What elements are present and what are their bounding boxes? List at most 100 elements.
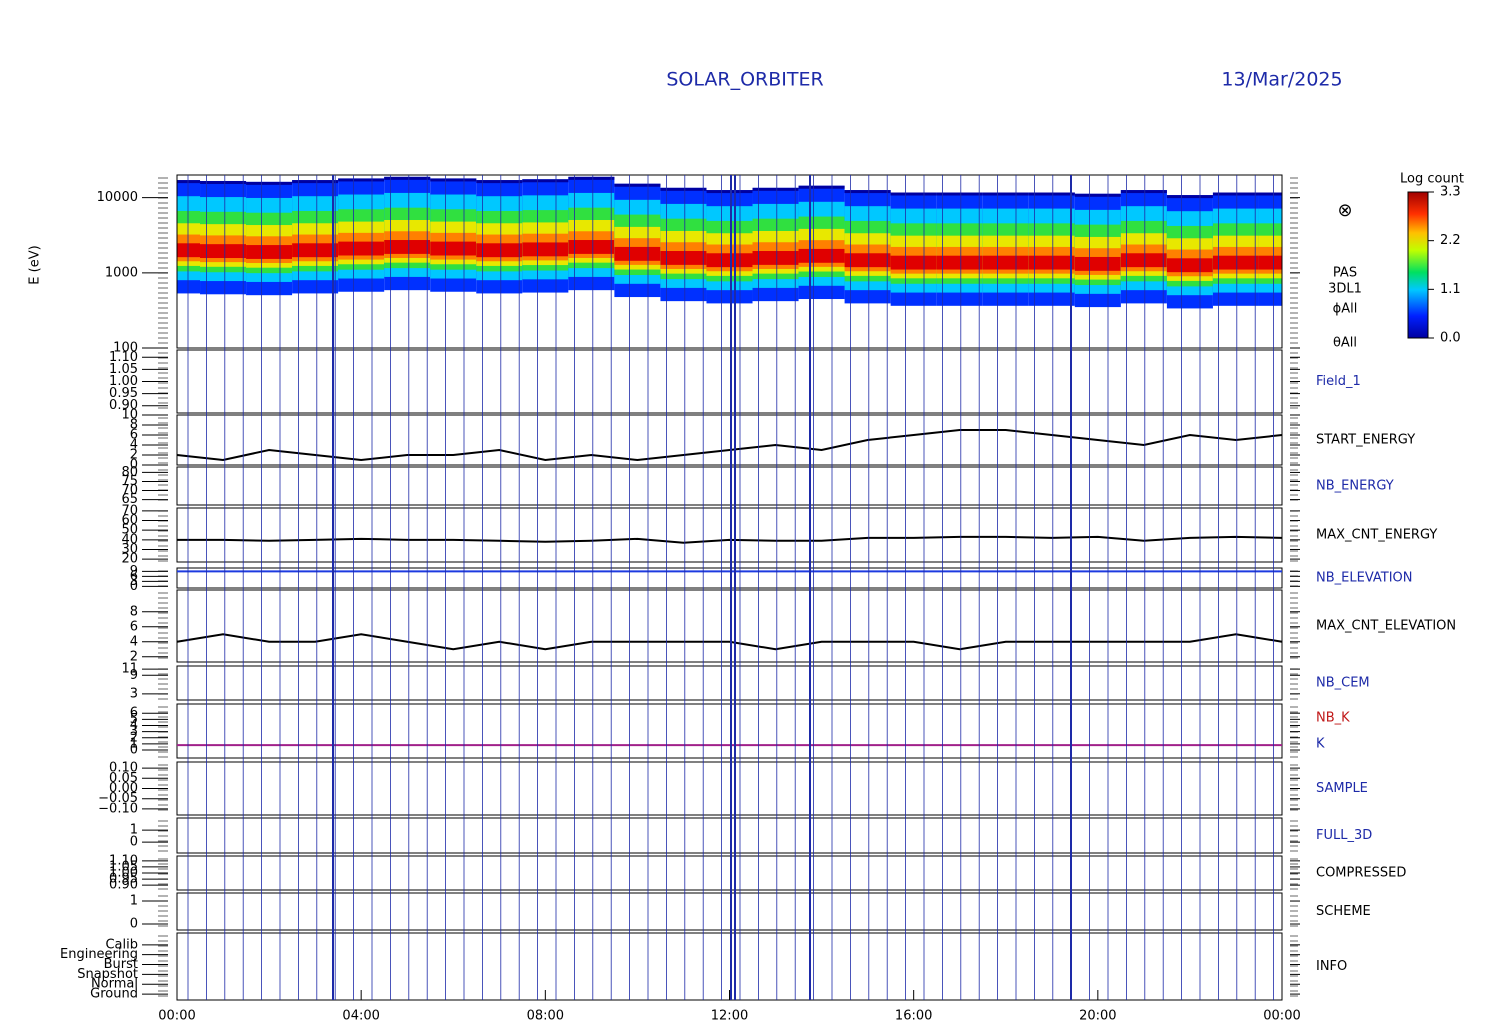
spectrogram-cell: [982, 192, 1029, 196]
date: 13/Mar/2025: [1221, 69, 1342, 91]
spectrogram-cell: [1166, 258, 1213, 273]
y-tick-label: 1.00: [109, 866, 138, 881]
y-tick-label: 6: [130, 619, 138, 634]
y-tick-label: 65: [121, 492, 138, 507]
panel-label: MAX_CNT_ELEVATION: [1316, 619, 1456, 634]
y-tick-label: Burst: [104, 957, 138, 972]
spectrogram-cell: [1120, 190, 1167, 194]
y-tick-label: 0: [130, 743, 138, 758]
data-line: [177, 535, 1283, 544]
y-tick-label: Normal: [91, 977, 138, 992]
spectrogram-cell: [614, 246, 661, 261]
spectrogram-cell: [798, 248, 845, 263]
panel-frame: [176, 817, 1283, 854]
y-tick-label: 100: [113, 341, 138, 356]
y-tick-label: 80: [121, 465, 138, 480]
colorbar-title: Log count: [1400, 172, 1464, 187]
y-tick-label: 2: [130, 448, 138, 463]
spectrogram-cell: [614, 183, 661, 187]
panel-label: SCHEME: [1316, 904, 1371, 919]
spectrogram-cell: [246, 245, 293, 259]
spectrogram-cell: [177, 243, 201, 258]
panel-label: START_ENERGY: [1316, 433, 1415, 448]
panel-frame: [176, 892, 1283, 931]
y-tick-label: 70: [121, 483, 138, 498]
spectrogram-cell: [844, 253, 891, 268]
spectrogram-cell: [890, 192, 937, 196]
y-tick-label: 0.05: [109, 771, 138, 786]
spectrogram-cell: [430, 178, 477, 182]
y-tick-label: 4: [130, 718, 138, 733]
spectrogram-cell: [430, 241, 477, 256]
panel-frame: [176, 567, 1283, 589]
y-tick-label: 60: [121, 513, 138, 528]
spectrogram-cell: [1212, 255, 1259, 270]
panel-frame: [176, 466, 1283, 506]
panel-label: θAll: [1333, 336, 1357, 351]
data-line: [176, 633, 1283, 651]
y-tick-label: Snapshot: [77, 967, 138, 982]
panel-label: FULL_3D: [1316, 828, 1372, 843]
chart-title: SOLAR_ORBITER: [666, 69, 823, 91]
y-tick-label: 1: [130, 823, 138, 838]
colorbar-tick-label: 0.0: [1440, 331, 1461, 346]
panel-frame: [176, 507, 1283, 563]
y-tick-label: 1000: [105, 265, 138, 280]
y-tick-label: 1.05: [109, 859, 138, 874]
panel-label: PAS: [1333, 266, 1357, 281]
spectrogram-cell: [292, 243, 339, 258]
y-tick-label: 9: [130, 668, 138, 683]
y-tick-label: 11: [121, 662, 138, 677]
y-tick-label: 1.10: [109, 350, 138, 365]
panel-label: INFO: [1316, 959, 1347, 974]
panel-label: NB_ENERGY: [1316, 479, 1394, 494]
y-tick-label: 70: [121, 503, 138, 518]
y-tick-label: 40: [121, 532, 138, 547]
spectrogram-cell: [384, 240, 431, 254]
panel-label: MAX_CNT_ENERGY: [1316, 528, 1437, 543]
spectrogram-cell: [522, 242, 569, 257]
spectrogram-cell: [1166, 195, 1213, 199]
spectrogram-cell: [476, 180, 523, 184]
spectrogram-cell: [1212, 192, 1259, 196]
y-tick-label: −0.05: [98, 791, 138, 806]
spectrogram-cell: [568, 240, 615, 254]
spectrogram-cell: [660, 187, 707, 191]
y-tick-label: 5: [130, 712, 138, 727]
y-tick-label: 4: [130, 634, 138, 649]
direction-symbol: ⊗: [1337, 200, 1352, 221]
spectrogram-cell: [338, 241, 385, 256]
panel-frame: [176, 703, 1283, 759]
spectrogram-cell: [246, 181, 293, 185]
spectrogram-cell: [292, 180, 339, 184]
spectrogram-cell: [568, 176, 615, 180]
panel-label: NB_K: [1316, 711, 1350, 726]
y-tick-label: 0: [130, 579, 138, 594]
spectrogram-cell: [982, 255, 1029, 270]
spectrogram-cell: [1074, 256, 1121, 271]
y-tick-label: 2: [130, 730, 138, 745]
panel-label: 3DL1: [1328, 282, 1362, 297]
y-tick-label: 50: [121, 523, 138, 538]
y-tick-label: 3: [130, 724, 138, 739]
spectrogram-cell: [706, 190, 753, 194]
y-tick-label: 1.00: [109, 374, 138, 389]
spectrogram-cell: [177, 180, 201, 184]
y-tick-label: 75: [121, 474, 138, 489]
spectrogram-cell: [522, 179, 569, 183]
y-tick-label: 3: [130, 574, 138, 589]
colorbar: [1407, 191, 1429, 339]
y-tick-label: 0.10: [109, 761, 138, 776]
x-tick-label: 08:00: [527, 1009, 564, 1020]
panel-label: SAMPLE: [1316, 781, 1368, 796]
y-tick-label: 2: [130, 649, 138, 664]
y-tick-label: 6: [130, 569, 138, 584]
panel-frame: [176, 665, 1283, 701]
y-tick-label: 3: [130, 686, 138, 701]
spectrogram-cell: [936, 192, 983, 196]
y-tick-label: 9: [130, 564, 138, 579]
spectrogram-cell: [1074, 193, 1121, 197]
panel-label: Field_1: [1316, 374, 1361, 389]
colorbar-tick-label: 3.3: [1440, 185, 1461, 200]
